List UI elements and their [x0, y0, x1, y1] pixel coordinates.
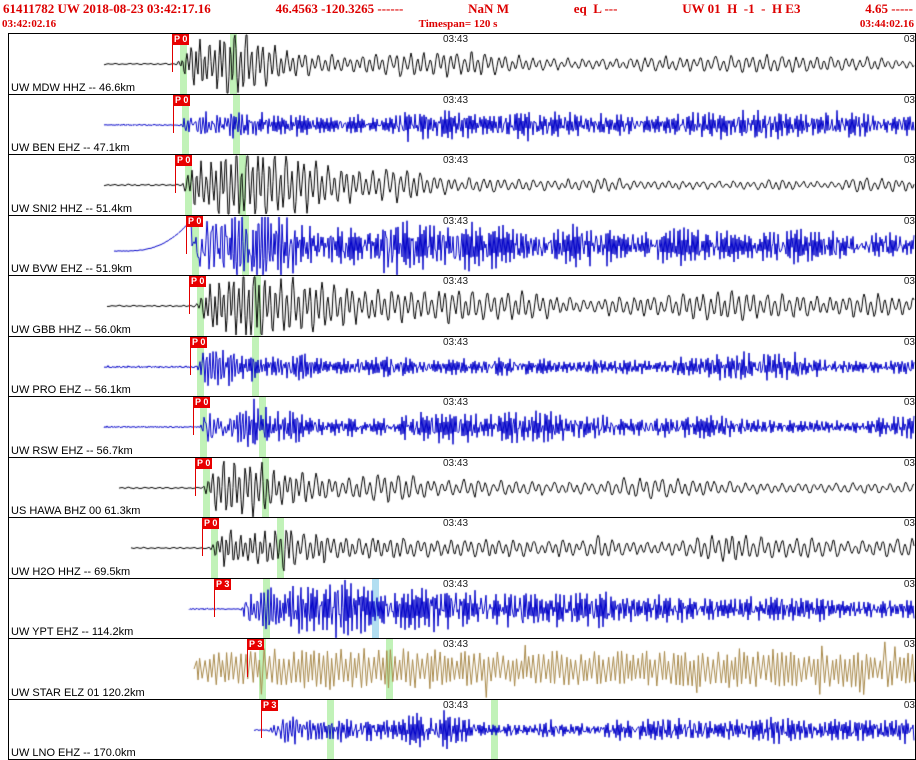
timeline-timespan: Timespan= 120 s: [418, 18, 498, 30]
station-label: UW PRO EHZ -- 56.1km: [11, 384, 131, 396]
station-label: UW SNI2 HHZ -- 51.4km: [11, 202, 133, 215]
pick-flag[interactable]: P 3: [247, 639, 265, 650]
row-right-time-label: 03: [903, 34, 915, 45]
waveform-canvas[interactable]: [9, 457, 915, 518]
row-right-time-label: 03: [903, 578, 915, 590]
row-right-time-label: 03: [903, 699, 915, 711]
station-label: UW STAR ELZ 01 120.2km: [11, 686, 145, 699]
pick-line: [195, 457, 196, 496]
waveform-canvas[interactable]: [9, 34, 915, 94]
waveform-canvas[interactable]: [9, 94, 915, 155]
row-time-label: 03:43: [443, 578, 469, 590]
pick-flag[interactable]: P 3: [261, 699, 279, 711]
row-time-label: 03:43: [443, 518, 469, 529]
pick-flag[interactable]: P 3: [214, 578, 232, 590]
event-depth-flags: 4.65 -----: [865, 1, 913, 16]
station-label: UW H2O HHZ -- 69.5km: [11, 565, 131, 578]
pick-line: [186, 215, 187, 254]
trace-row[interactable]: P 0 03:43 03 UW GBB HHZ -- 56.0km: [9, 276, 915, 337]
pick-line: [189, 276, 190, 314]
row-right-time-label: 03: [903, 397, 915, 408]
waveform-canvas[interactable]: [9, 397, 915, 457]
timeline-end-time: 03:44:02.16: [859, 18, 914, 30]
traces-container: P 0 03:43 03 UW MDW HHZ -- 46.6km P 0 03…: [8, 33, 916, 760]
station-label: US HAWA BHZ 00 61.3km: [11, 505, 141, 517]
trace-row[interactable]: P 0 03:43 03 UW SNI2 HHZ -- 51.4km: [9, 155, 915, 216]
waveform-canvas[interactable]: [9, 639, 915, 699]
row-time-label: 03:43: [443, 336, 469, 348]
row-time-label: 03:43: [443, 155, 469, 166]
pick-line: [214, 578, 215, 617]
waveform-canvas[interactable]: [9, 518, 915, 578]
event-id-origin-time: 61411782 UW 2018-08-23 03:42:17.16: [3, 1, 211, 16]
trace-row[interactable]: P 0 03:43 03 UW RSW EHZ -- 56.7km: [9, 397, 915, 458]
row-right-time-label: 03: [903, 155, 915, 166]
waveform-canvas[interactable]: [9, 155, 915, 215]
trace-row[interactable]: P 3 03:43 03 UW LNO EHZ -- 170.0km: [9, 699, 915, 760]
station-label: UW BVW EHZ -- 51.9km: [11, 263, 133, 275]
pick-line: [173, 94, 174, 133]
row-time-label: 03:43: [443, 34, 469, 45]
pick-line: [172, 34, 173, 72]
timeline-start-time: 03:42:02.16: [2, 18, 57, 30]
row-right-time-label: 03: [903, 215, 915, 227]
row-right-time-label: 03: [903, 336, 915, 348]
trace-row[interactable]: P 3 03:43 03 UW YPT EHZ -- 114.2km: [9, 578, 915, 639]
station-label: UW MDW HHZ -- 46.6km: [11, 81, 136, 94]
pick-flag[interactable]: P 0: [175, 155, 193, 166]
row-right-time-label: 03: [903, 457, 915, 469]
waveform-canvas[interactable]: [9, 336, 915, 397]
trace-row[interactable]: P 0 03:43 03 UW H2O HHZ -- 69.5km: [9, 518, 915, 579]
pick-flag[interactable]: P 0: [193, 397, 211, 408]
trace-row[interactable]: P 3 03:43 03 UW STAR ELZ 01 120.2km: [9, 639, 915, 700]
row-right-time-label: 03: [903, 518, 915, 529]
pick-flag[interactable]: P 0: [173, 94, 191, 106]
trace-row[interactable]: P 0 03:43 03 UW MDW HHZ -- 46.6km: [9, 34, 915, 95]
pick-flag[interactable]: P 0: [186, 215, 204, 227]
row-right-time-label: 03: [903, 639, 915, 650]
pick-line: [190, 336, 191, 375]
pick-line: [202, 518, 203, 556]
pick-flag[interactable]: P 0: [189, 276, 207, 287]
station-label: UW LNO EHZ -- 170.0km: [11, 747, 136, 759]
station-label: UW RSW EHZ -- 56.7km: [11, 444, 133, 457]
row-time-label: 03:43: [443, 699, 469, 711]
pick-flag[interactable]: P 0: [202, 518, 220, 529]
trace-row[interactable]: P 0 03:43 03 UW PRO EHZ -- 56.1km: [9, 336, 915, 397]
row-right-time-label: 03: [903, 94, 915, 106]
station-label: UW GBB HHZ -- 56.0km: [11, 323, 131, 336]
pick-line: [247, 639, 248, 677]
event-type-flags: eq L ---: [573, 1, 618, 16]
waveform-canvas[interactable]: [9, 276, 915, 336]
trace-row[interactable]: P 0 03:43 03 US HAWA BHZ 00 61.3km: [9, 457, 915, 518]
event-network-codes: UW 01 H -1 - H E3: [682, 1, 801, 16]
row-time-label: 03:43: [443, 457, 469, 469]
pick-flag[interactable]: P 0: [190, 336, 208, 348]
event-header: 61411782 UW 2018-08-23 03:42:17.16 46.45…: [0, 0, 916, 18]
row-time-label: 03:43: [443, 397, 469, 408]
pick-flag[interactable]: P 0: [172, 34, 190, 45]
trace-row[interactable]: P 0 03:43 03 UW BVW EHZ -- 51.9km: [9, 215, 915, 276]
waveform-canvas[interactable]: [9, 215, 915, 276]
pick-line: [175, 155, 176, 193]
row-right-time-label: 03: [903, 276, 915, 287]
event-magnitude: NaN M: [468, 1, 509, 16]
trace-row[interactable]: P 0 03:43 03 UW BEN EHZ -- 47.1km: [9, 94, 915, 155]
timeline-bar: 03:42:02.16 Timespan= 120 s 03:44:02.16: [0, 18, 916, 33]
row-time-label: 03:43: [443, 276, 469, 287]
station-label: UW YPT EHZ -- 114.2km: [11, 626, 134, 638]
row-time-label: 03:43: [443, 639, 469, 650]
pick-line: [261, 699, 262, 738]
waveform-canvas[interactable]: [9, 578, 915, 639]
pick-line: [193, 397, 194, 435]
waveform-canvas[interactable]: [9, 699, 915, 760]
pick-flag[interactable]: P 0: [195, 457, 213, 469]
row-time-label: 03:43: [443, 215, 469, 227]
event-coordinates: 46.4563 -120.3265 ------: [275, 1, 404, 16]
row-time-label: 03:43: [443, 94, 469, 106]
station-label: UW BEN EHZ -- 47.1km: [11, 142, 130, 154]
